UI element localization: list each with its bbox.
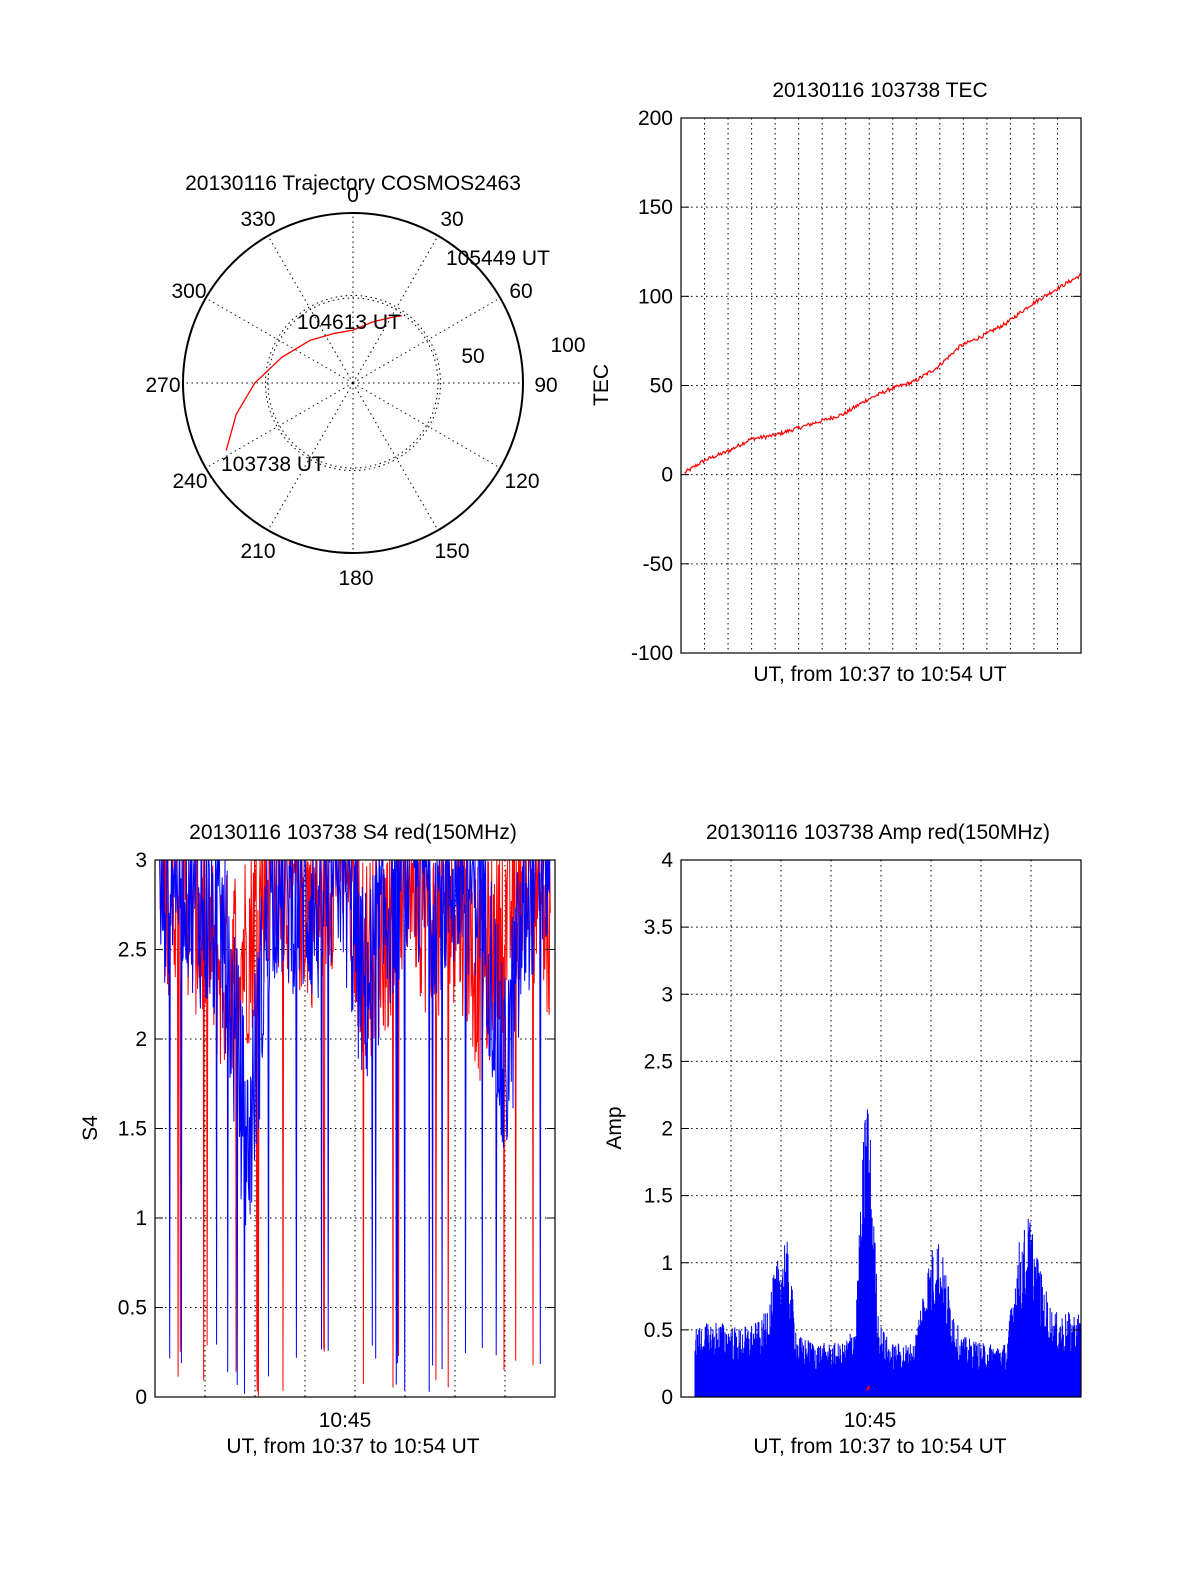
s4-y-tick-label: 1.5 <box>118 1118 147 1141</box>
amp-red-series <box>866 1385 871 1391</box>
trajectory-series <box>225 315 402 451</box>
azimuth-label: 90 <box>534 374 557 397</box>
s4-y-tick-label: 1 <box>135 1207 147 1230</box>
trajectory-line <box>225 315 402 451</box>
azimuth-label: 300 <box>171 280 206 303</box>
polar-spoke <box>352 382 501 469</box>
amp-y-tick-label: 1.5 <box>644 1185 673 1208</box>
polar-spoke <box>352 235 439 384</box>
tec-line <box>684 273 1082 475</box>
amp-y-tick-label: 1 <box>661 1252 673 1275</box>
amp-chart: 20130116 103738 Amp red(150MHz) 4 3.5 3 2.5… <box>603 821 1082 1458</box>
amp-y-tick-label: 2.5 <box>644 1050 673 1073</box>
s4-x-tick-label: 10:45 <box>319 1409 372 1432</box>
polar-grid <box>182 212 524 554</box>
amp-series <box>694 1109 1082 1397</box>
azimuth-label: 0 <box>347 184 359 207</box>
tec-y-tick-label: 100 <box>638 285 673 308</box>
radial-label: 100 <box>550 334 585 357</box>
azimuth-label: 270 <box>145 374 180 397</box>
tec-y-tick-label: 50 <box>650 375 673 398</box>
amp-x-tick-label: 10:45 <box>844 1409 897 1432</box>
s4-y-tick-label: 2 <box>135 1028 147 1051</box>
s4-title: 20130116 103738 S4 red(150MHz) <box>189 821 517 844</box>
polar-spoke <box>352 297 501 384</box>
trajectory-start-annotation: 103738 UT <box>221 453 325 476</box>
polar-spoke <box>352 382 439 531</box>
polar-outer-circle <box>182 212 524 554</box>
tec-y-tick-label: 200 <box>638 107 673 130</box>
amp-y-tick-label: 4 <box>661 849 673 872</box>
amp-y-tick-label: 2 <box>661 1118 673 1141</box>
tec-y-tick-label: -50 <box>643 553 673 576</box>
s4-y-tick-label: 0.5 <box>118 1297 147 1320</box>
tec-y-tick-label: 150 <box>638 196 673 219</box>
tec-y-axis-label: TEC <box>590 364 613 406</box>
s4-y-tick-label: 3 <box>135 849 147 872</box>
polar-spoke <box>267 382 354 531</box>
amp-y-axis-label: Amp <box>603 1106 626 1149</box>
polar-spoke <box>205 382 354 469</box>
amp-y-tick-label: 3.5 <box>644 916 673 939</box>
radial-label: 50 <box>461 345 484 368</box>
s4-y-axis-label: S4 <box>79 1115 102 1141</box>
azimuth-label: 180 <box>338 567 373 590</box>
tec-series <box>684 273 1082 475</box>
polar-spoke <box>205 297 354 384</box>
polar-radial-circle <box>264 294 442 472</box>
amp-y-tick-label: 0.5 <box>644 1319 673 1342</box>
s4-chart: 20130116 103738 S4 red(150MHz) 3 2.5 2 1.5 1… <box>79 821 556 1458</box>
tec-x-axis-label: UT, from 10:37 to 10:54 UT <box>753 663 1006 686</box>
trajectory-end-annotation: 105449 UT <box>446 247 550 270</box>
s4-x-axis-label: UT, from 10:37 to 10:54 UT <box>226 1435 479 1458</box>
tec-chart: 20130116 103738 TEC 200150100500-50-100 … <box>590 79 1082 686</box>
azimuth-label: 150 <box>434 540 469 563</box>
amp-title: 20130116 103738 Amp red(150MHz) <box>706 821 1050 844</box>
amp-blue-series <box>694 1109 1082 1397</box>
amp-y-tick-label: 0 <box>661 1386 673 1409</box>
s4-y-tick-label: 0 <box>135 1386 147 1409</box>
polar-trajectory-chart: 20130116 Trajectory COSMOS2463 0 30 60 9… <box>145 172 585 590</box>
trajectory-mid-annotation: 104613 UT <box>297 311 401 334</box>
tec-y-tick-labels: 200 150 100 50 0 -50 -100 <box>631 107 1081 665</box>
azimuth-label: 30 <box>440 208 463 231</box>
azimuth-label: 120 <box>504 470 539 493</box>
amp-x-axis-label: UT, from 10:37 to 10:54 UT <box>753 1435 1006 1458</box>
s4-y-tick-labels: 3 2.5 2 1.5 1 0.5 0 <box>118 849 555 1409</box>
tec-title: 20130116 103738 TEC <box>772 79 987 102</box>
azimuth-label: 60 <box>509 280 532 303</box>
azimuth-label: 330 <box>240 208 275 231</box>
azimuth-label: 240 <box>172 470 207 493</box>
s4-y-tick-label: 2.5 <box>118 939 147 962</box>
tec-y-tick-label: -100 <box>631 642 673 665</box>
amp-y-tick-label: 3 <box>661 983 673 1006</box>
polar-azimuth-labels: 0 30 60 90 120 150 180 210 240 270 300 3… <box>145 184 585 590</box>
polar-spoke <box>267 235 354 384</box>
tec-y-tick-label: 0 <box>661 464 673 487</box>
tec-grid <box>681 117 1081 654</box>
s4-blue-line <box>159 859 551 1394</box>
amp-y-tick-labels: 4 3.5 3 2.5 2 1.5 1 0.5 0 <box>644 849 1081 1409</box>
azimuth-label: 210 <box>240 540 275 563</box>
polar-title: 20130116 Trajectory COSMOS2463 <box>185 172 521 195</box>
